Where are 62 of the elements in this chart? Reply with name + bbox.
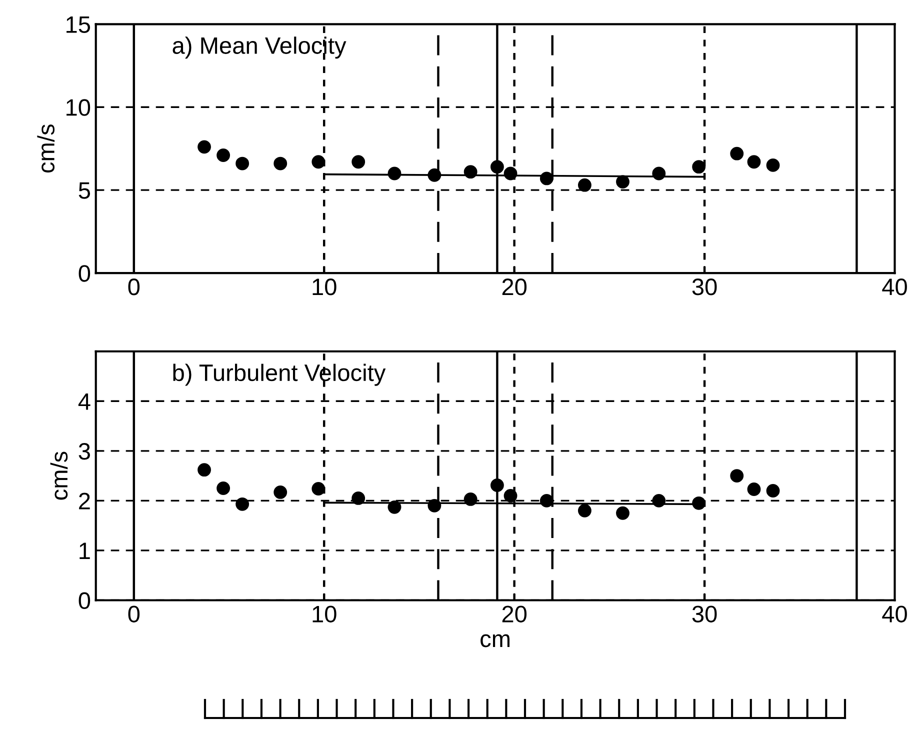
point (464, 492, 478, 506)
y-axis-title: cm/s (37, 124, 55, 173)
point (540, 494, 554, 508)
y-tick-label: 1 (80, 542, 90, 560)
point (236, 156, 250, 170)
point (388, 500, 402, 514)
x-tick-label: 40 (882, 606, 907, 622)
point (540, 172, 554, 186)
x-tick-label: 0 (128, 606, 140, 622)
point (616, 506, 630, 520)
y-tick-label: 0 (78, 592, 90, 610)
y-tick-label: 5 (78, 182, 90, 199)
x-tick-label: 0 (128, 278, 140, 296)
point (274, 156, 288, 170)
chart-title: b) Turbulent Velocity (173, 364, 386, 386)
x-tick-label: 10 (312, 278, 336, 296)
point (428, 168, 442, 182)
point (616, 175, 630, 188)
y-axis-title: cm/s (50, 452, 68, 500)
point (216, 148, 230, 162)
point (747, 482, 761, 496)
point (730, 469, 744, 483)
x-tick-label: 20 (502, 606, 527, 622)
point (747, 155, 761, 169)
y-tick-label: 4 (78, 393, 90, 410)
point (236, 497, 250, 511)
x-tick-label: 30 (692, 278, 717, 296)
y-tick-label: 15 (66, 16, 90, 33)
point (692, 496, 706, 510)
point (388, 166, 402, 180)
point (312, 155, 326, 169)
point (578, 178, 592, 192)
point (198, 463, 211, 477)
x-tick-label: 40 (882, 278, 907, 296)
point (490, 478, 504, 492)
point (652, 494, 666, 508)
point (352, 491, 366, 505)
y-tick-label: 3 (78, 442, 90, 460)
x-axis-title: cm (480, 634, 510, 648)
point (578, 504, 592, 518)
x-tick-label: 10 (312, 606, 336, 622)
point (652, 166, 666, 180)
x-tick-label: 20 (502, 278, 527, 296)
point (766, 484, 780, 498)
point (274, 486, 288, 499)
point (428, 498, 442, 512)
point (312, 482, 326, 496)
point (766, 158, 780, 172)
y-tick-label: 0 (78, 265, 90, 282)
point (464, 165, 478, 179)
point (216, 482, 230, 495)
point (198, 140, 211, 154)
point (692, 160, 706, 174)
point (730, 146, 744, 160)
chart-title: a) Mean Velocity (172, 36, 346, 59)
point (490, 160, 504, 174)
point (504, 489, 518, 502)
y-tick-label: 10 (66, 99, 90, 116)
x-tick-label: 30 (692, 606, 717, 622)
point (352, 155, 366, 169)
point (504, 166, 518, 180)
y-tick-label: 2 (79, 492, 90, 510)
